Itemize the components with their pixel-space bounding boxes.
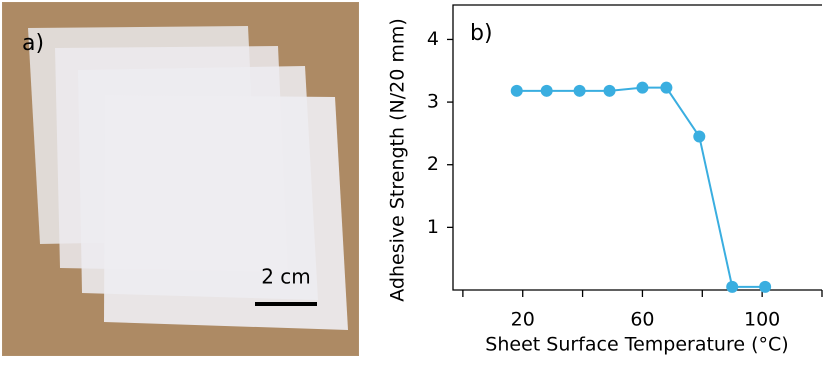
x-tick-label: 20 [511,309,535,331]
scale-bar-label: 2 cm [261,265,311,289]
data-point [510,84,523,97]
y-tick-label: 4 [427,28,439,50]
series-line [516,86,766,288]
sheet [104,95,348,330]
x-axis-label: Sheet Surface Temperature (°C) [485,334,788,356]
panel-label: b) [470,21,493,46]
y-tick-label: 3 [427,91,439,113]
data-point [660,81,673,94]
x-tick-label: 60 [630,309,654,331]
data-point [693,130,706,143]
photo: a) 2 cm [2,2,359,356]
chart: b) Sheet Surface Temperature (°C) Adhesi… [387,4,823,356]
y-tick-label: 1 [427,216,439,238]
data-point [540,84,553,97]
data-point [636,81,649,94]
panel-label: a) [22,31,44,56]
data-point [603,84,616,97]
y-axis-label: Adhesive Strength (N/20 mm) [387,18,409,302]
data-point [726,280,739,293]
data-point [759,280,772,293]
plot-frame [452,4,822,291]
x-tick-label: 100 [744,309,780,331]
data-point [573,84,586,97]
y-tick-label: 2 [427,153,439,175]
